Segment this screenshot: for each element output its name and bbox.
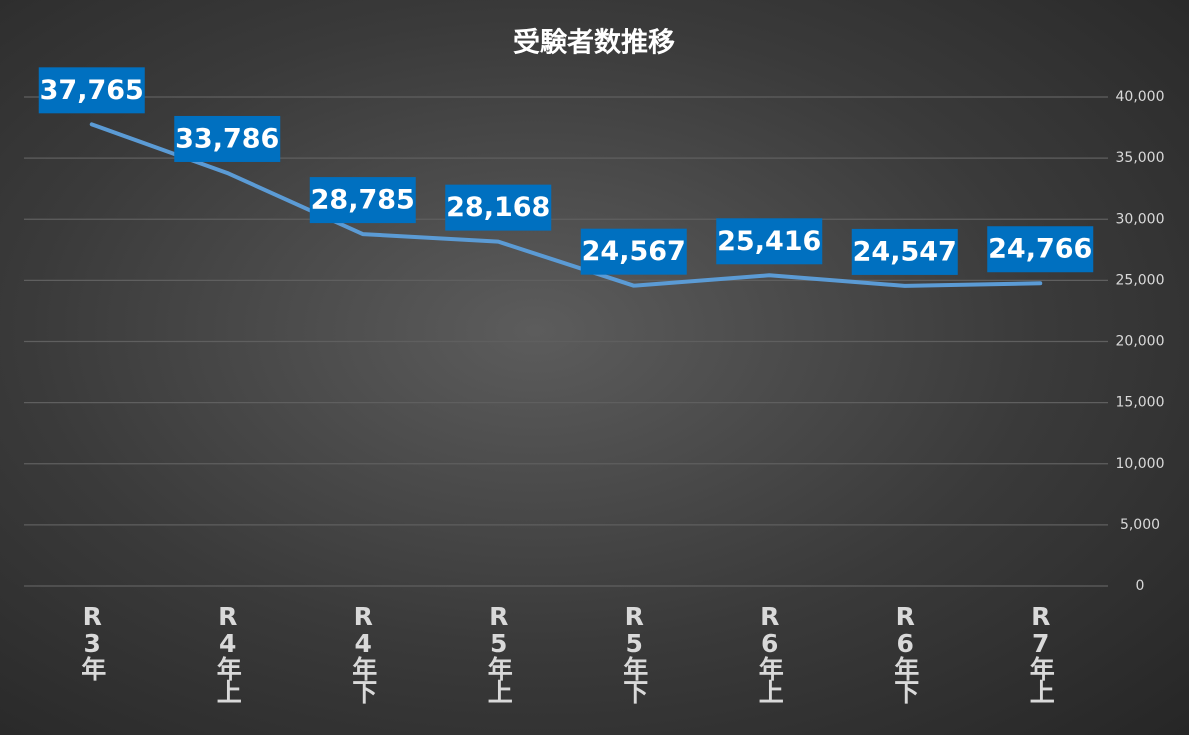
x-tick-label: R5年上 — [484, 602, 514, 702]
data-label-box — [851, 228, 958, 275]
chart-title: 受験者数推移 — [513, 27, 675, 59]
y-tick-label: 35,000 — [1116, 150, 1165, 166]
data-label-box — [309, 177, 416, 224]
y-tick-label: 20,000 — [1116, 334, 1165, 350]
data-label: 33,786 — [175, 123, 279, 154]
data-label-box — [580, 228, 687, 275]
y-tick-label: 15,000 — [1116, 395, 1165, 411]
x-tick-label: R6年下 — [890, 602, 920, 702]
y-tick-label: 30,000 — [1116, 211, 1165, 227]
x-tick-label: R3年 — [77, 602, 107, 679]
x-tick-label: R5年下 — [619, 602, 649, 702]
x-tick-label: R6年上 — [755, 602, 785, 702]
data-label: 25,416 — [717, 226, 821, 257]
line — [89, 122, 1043, 288]
data-label: 24,567 — [582, 236, 686, 267]
data-label: 24,766 — [988, 234, 1092, 265]
y-tick-label: 0 — [1136, 578, 1145, 594]
data-label: 24,547 — [853, 236, 957, 267]
data-label: 37,765 — [40, 75, 144, 106]
y-tick-label: 40,000 — [1116, 89, 1165, 105]
data-label-box — [716, 218, 823, 265]
y-tick-label: 10,000 — [1116, 456, 1165, 472]
y-tick-label: 25,000 — [1116, 272, 1165, 288]
data-label-box — [174, 115, 281, 162]
data-label-box — [38, 67, 145, 114]
data-label: 28,168 — [446, 192, 550, 223]
x-tick-label: R4年上 — [213, 602, 243, 702]
y-tick-label: 5,000 — [1120, 517, 1160, 533]
data-label-box — [987, 226, 1094, 273]
data-label-box — [445, 184, 552, 231]
x-tick-label: R4年下 — [348, 602, 378, 702]
data-label: 28,785 — [311, 185, 415, 216]
x-tick-label: R7年上 — [1026, 602, 1056, 702]
